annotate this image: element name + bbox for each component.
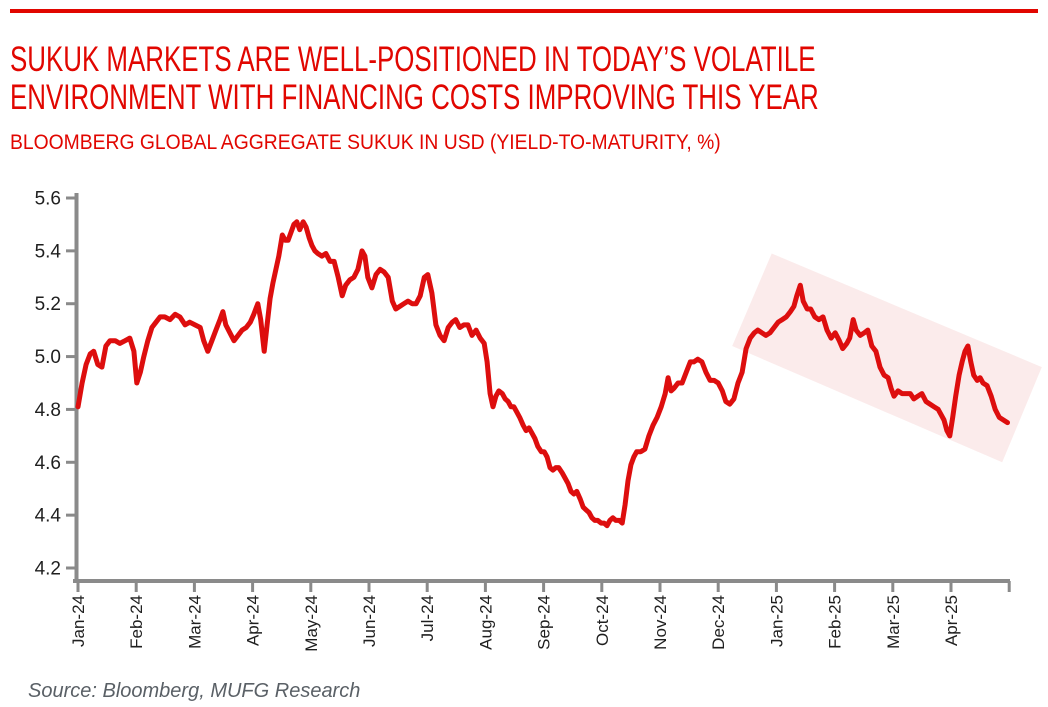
y-tick-label: 4.2 bbox=[35, 559, 61, 580]
x-tick-label: May-24 bbox=[302, 595, 321, 652]
yield-chart: 5.6 5.4 5.2 5.0 4.8 4.6 4.4 4.2 Jan-24 Feb-24 Mar-… bbox=[35, 189, 1042, 652]
page-title-line-2: ENVIRONMENT WITH FINANCING COSTS IMPROVI… bbox=[10, 78, 819, 117]
x-tick-label: Jul-24 bbox=[418, 595, 437, 641]
y-tick-label: 5.0 bbox=[35, 347, 61, 368]
y-tick-label: 4.4 bbox=[35, 506, 62, 527]
y-tick-label: 5.6 bbox=[35, 189, 61, 210]
y-tick-label: 4.6 bbox=[35, 453, 61, 474]
y-tick-label: 4.8 bbox=[35, 400, 61, 421]
chart-subtitle: BLOOMBERG GLOBAL AGGREGATE SUKUK IN USD … bbox=[10, 131, 721, 154]
top-rule bbox=[10, 9, 1038, 13]
x-tick-label: Jan-25 bbox=[767, 595, 786, 647]
x-tick-label: Mar-24 bbox=[185, 595, 204, 649]
x-tick-label: Dec-24 bbox=[709, 595, 728, 650]
x-tick-label: Mar-25 bbox=[884, 595, 903, 649]
x-tick-label: Aug-24 bbox=[476, 595, 495, 650]
x-tick-label: Feb-25 bbox=[826, 595, 845, 649]
y-tick-label: 5.2 bbox=[35, 294, 61, 315]
page-title: SUKUK MARKETS ARE WELL-POSITIONED IN TOD… bbox=[10, 41, 1048, 117]
highlight-band bbox=[732, 253, 1042, 463]
page-title-line-1: SUKUK MARKETS ARE WELL-POSITIONED IN TOD… bbox=[10, 40, 816, 79]
x-tick-label: Oct-24 bbox=[593, 595, 612, 646]
x-tick-label: Apr-24 bbox=[244, 595, 263, 646]
y-tick-label: 5.4 bbox=[35, 241, 62, 262]
x-tick-label: Jan-24 bbox=[69, 595, 88, 647]
source-note: Source: Bloomberg, MUFG Research bbox=[28, 680, 361, 702]
yield-line bbox=[75, 219, 1010, 529]
x-tick-label: Sep-24 bbox=[535, 595, 554, 650]
x-tick-label: Apr-25 bbox=[942, 595, 961, 646]
x-tick-label: Nov-24 bbox=[651, 595, 670, 650]
x-tick-label: Jun-24 bbox=[360, 595, 379, 647]
x-tick-label: Feb-24 bbox=[127, 595, 146, 649]
